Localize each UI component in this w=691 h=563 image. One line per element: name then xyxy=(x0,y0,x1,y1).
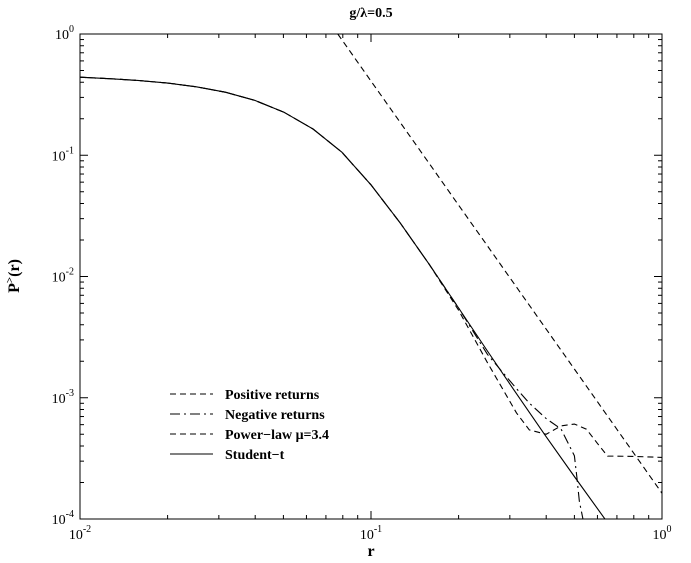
y-tick-label: 10-3 xyxy=(52,388,74,407)
series-line-1 xyxy=(80,76,662,458)
x-axis-label: r xyxy=(367,543,374,560)
y-axis-label-sup: > xyxy=(4,277,16,283)
tick-layer: 10-2 10-1 100 10-4 10-3 10-2 10-1 100 xyxy=(52,24,672,543)
y-axis-label-arg: (r) xyxy=(6,259,23,277)
series-layer xyxy=(80,34,662,519)
plot-frame xyxy=(79,33,663,520)
legend-label: Power−law μ=3.4 xyxy=(225,428,329,443)
y-axis-label-group: P>(r) xyxy=(4,259,23,293)
x-tick-label: 100 xyxy=(653,524,672,543)
y-tick-label: 10-2 xyxy=(52,267,74,286)
legend-label: Positive returns xyxy=(225,388,320,403)
y-axis-label-base: P xyxy=(6,283,23,293)
legend-label: Student−t xyxy=(225,448,285,463)
series-line-4 xyxy=(80,76,637,519)
chart-title: g/λ=0.5 xyxy=(349,6,392,21)
legend-label: Negative returns xyxy=(225,408,325,423)
y-axis-label: P>(r) xyxy=(4,259,23,293)
y-tick-label: 100 xyxy=(55,24,74,43)
x-tick-label: 10-1 xyxy=(360,524,382,543)
series-line-3 xyxy=(337,34,662,494)
y-tick-label: 10-4 xyxy=(52,509,74,528)
y-tick-label: 10-1 xyxy=(52,145,74,164)
legend: Positive returns Negative returns Power−la… xyxy=(170,388,329,463)
x-tick-label: 10-2 xyxy=(69,524,91,543)
